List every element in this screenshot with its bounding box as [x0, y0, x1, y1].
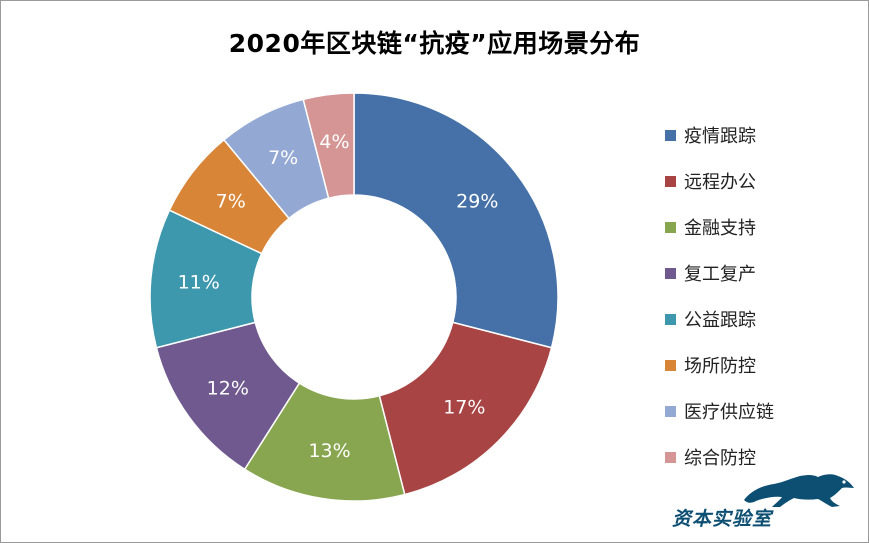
legend-item-3: 复工复产 — [665, 250, 774, 296]
slice-labels: 29% 17% 13% 12% 11% 7% 7% 4% — [178, 131, 499, 462]
legend: 疫情跟踪 远程办公 金融支持 复工复产 公益跟踪 场所防控 医疗供应链 综合防控 — [665, 112, 774, 480]
slice-label-1: 17% — [443, 396, 485, 418]
slice-label-3: 12% — [207, 378, 249, 400]
legend-label-0: 疫情跟踪 — [684, 126, 756, 147]
slice-7 — [302, 92, 355, 200]
legend-swatch-7 — [665, 451, 676, 463]
legend-item-1: 远程办公 — [665, 158, 774, 204]
legend-item-4: 公益跟踪 — [665, 296, 774, 342]
legend-swatch-1 — [665, 175, 676, 187]
watermark-logo: 资本实验室 — [668, 470, 858, 532]
legend-swatch-0 — [665, 129, 676, 141]
legend-label-6: 医疗供应链 — [684, 402, 774, 423]
slice-label-0: 29% — [456, 190, 498, 212]
legend-swatch-6 — [665, 405, 676, 417]
watermark-text: 资本实验室 — [672, 508, 773, 530]
legend-label-7: 综合防控 — [684, 448, 756, 469]
legend-label-1: 远程办公 — [684, 172, 756, 193]
legend-label-5: 场所防控 — [684, 356, 756, 377]
legend-swatch-5 — [665, 359, 676, 371]
legend-label-2: 金融支持 — [684, 218, 756, 239]
slice-label-2: 13% — [308, 440, 350, 462]
legend-swatch-3 — [665, 267, 676, 279]
slice-label-4: 11% — [178, 271, 220, 293]
legend-item-5: 场所防控 — [665, 342, 774, 388]
legend-item-6: 医疗供应链 — [665, 388, 774, 434]
legend-item-2: 金融支持 — [665, 204, 774, 250]
legend-label-3: 复工复产 — [684, 264, 756, 285]
legend-swatch-2 — [665, 221, 676, 233]
slice-label-5: 7% — [216, 190, 246, 212]
legend-swatch-4 — [665, 313, 676, 325]
slice-1 — [378, 321, 553, 496]
legend-item-7: 综合防控 — [665, 434, 774, 480]
slice-label-6: 7% — [268, 147, 298, 169]
chart-title: 2020年区块链“抗疫”应用场景分布 — [228, 29, 641, 58]
slice-0 — [353, 92, 559, 349]
slice-label-7: 4% — [319, 131, 349, 153]
legend-item-0: 疫情跟踪 — [665, 112, 774, 158]
donut-slices — [149, 92, 559, 502]
legend-label-4: 公益跟踪 — [684, 310, 756, 331]
panther-icon — [744, 474, 854, 507]
